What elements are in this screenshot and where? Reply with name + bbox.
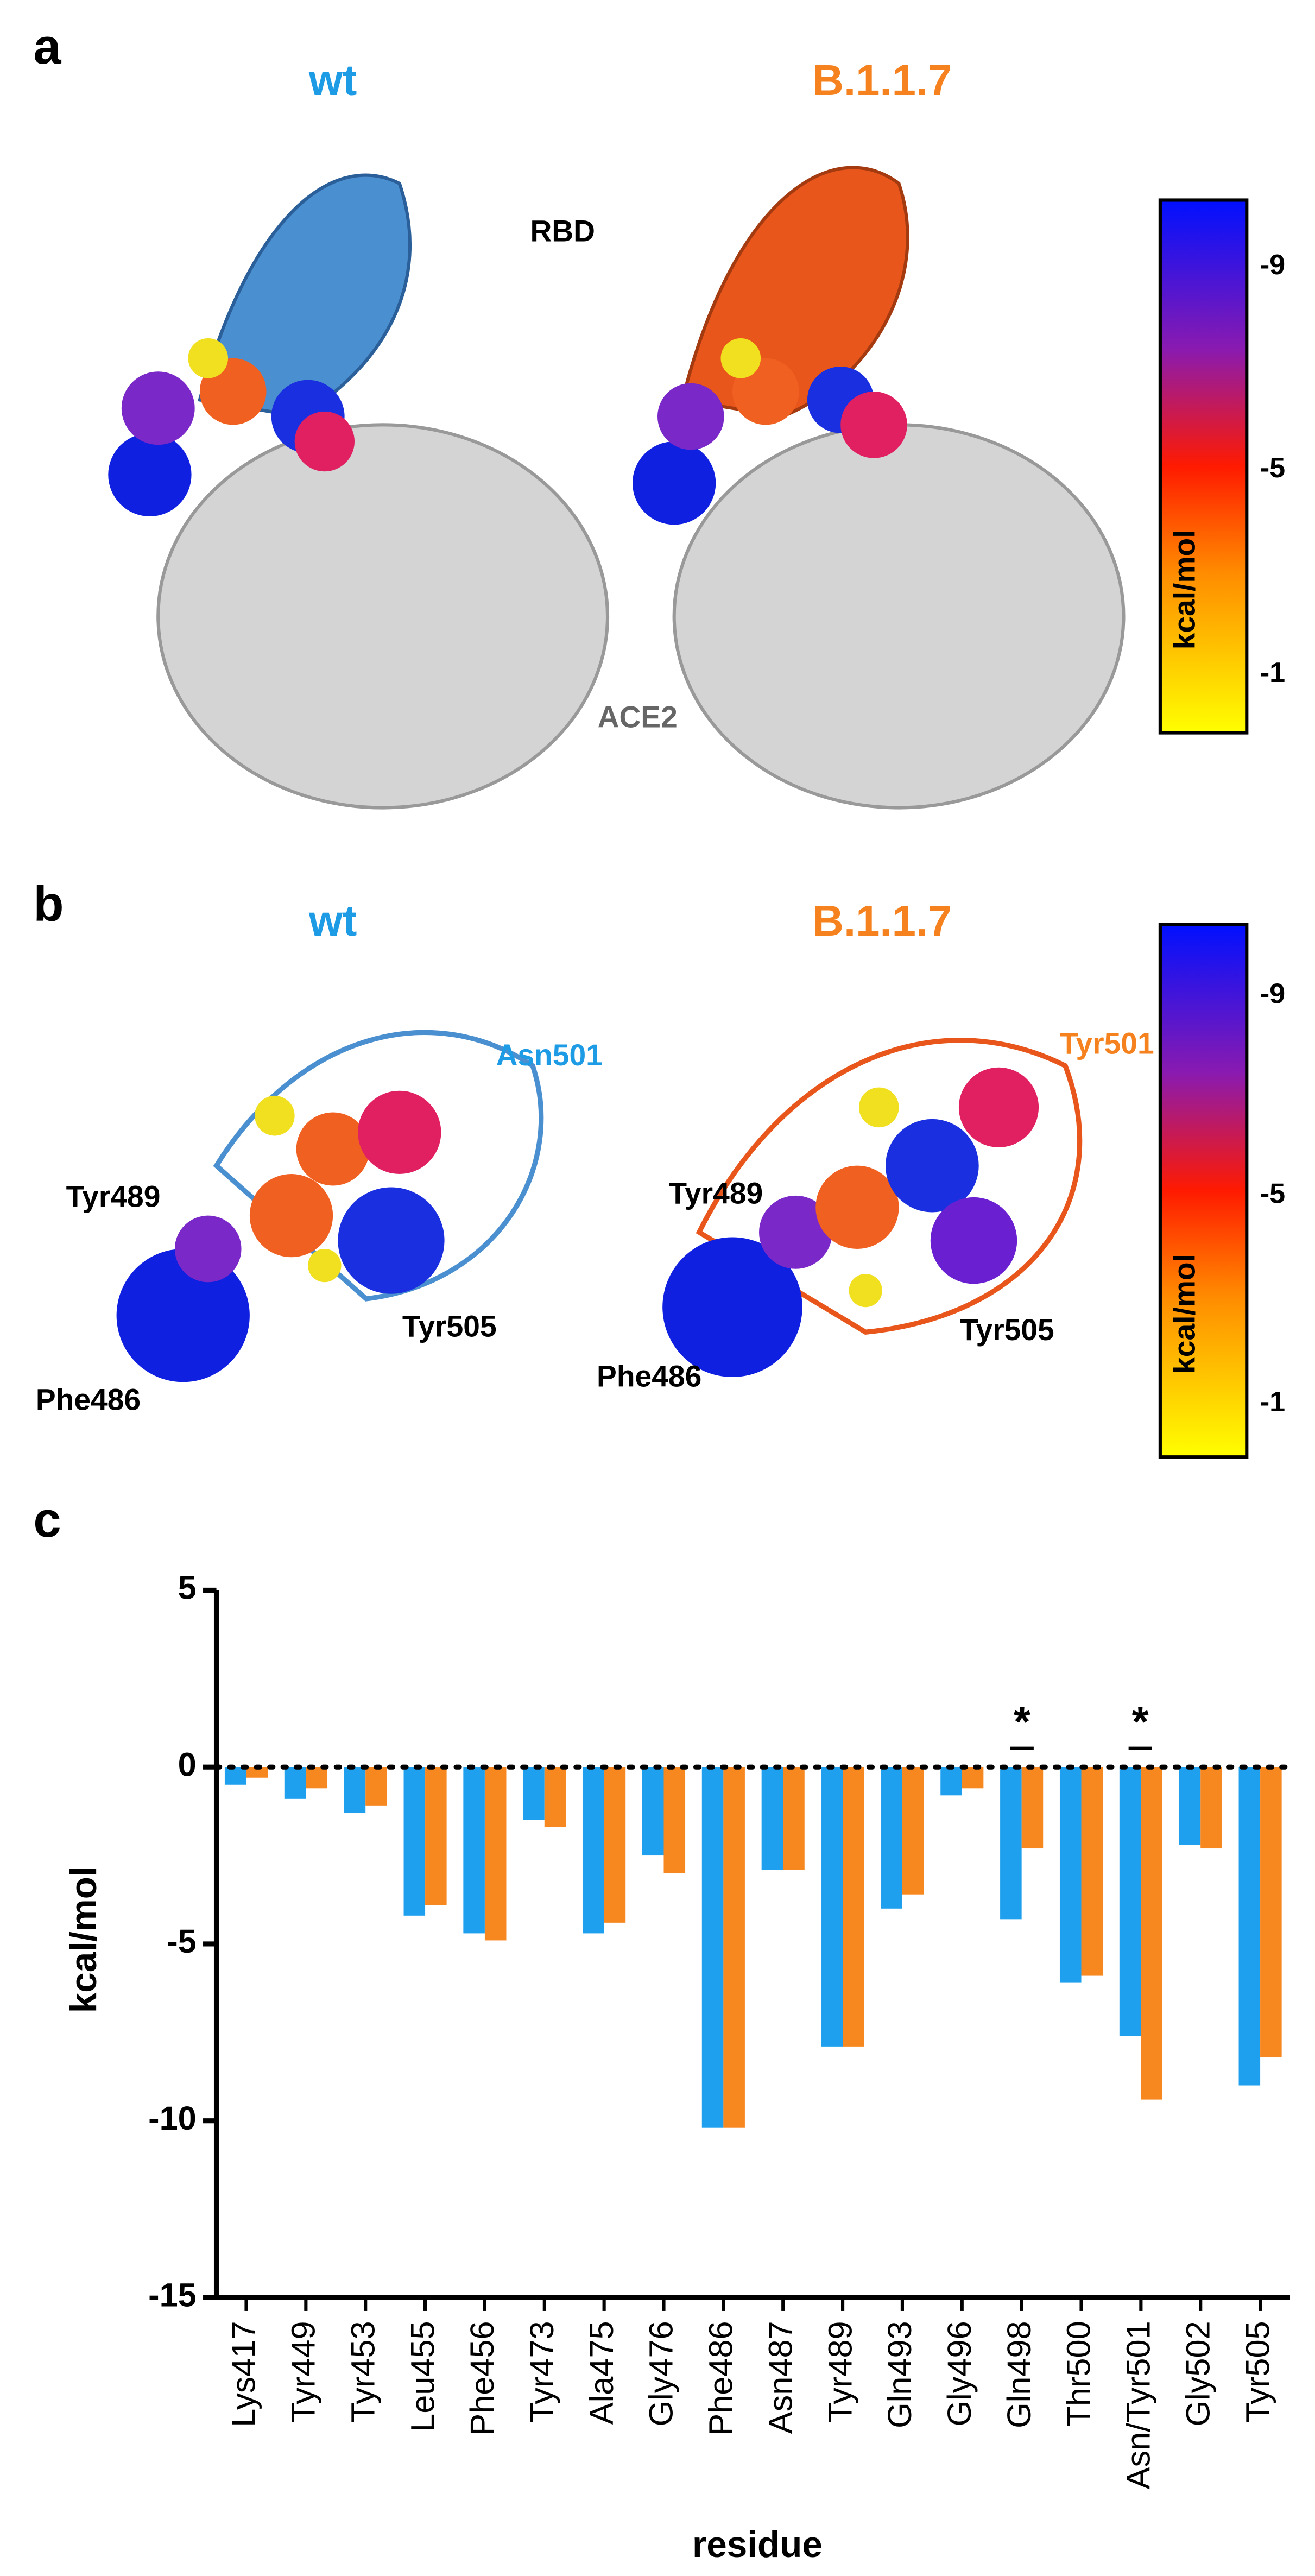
bar: [246, 1767, 268, 1778]
residue-label: Phe486: [597, 1360, 701, 1393]
x-tick-label: Gly502: [1179, 2321, 1216, 2426]
significance-mark: *: [1132, 1697, 1149, 1746]
bar: [284, 1767, 306, 1799]
bar: [1141, 1767, 1162, 2100]
bar: [306, 1767, 327, 1789]
bar: [642, 1767, 664, 1856]
x-axis-label: residue: [692, 2524, 823, 2565]
x-tick-label: Tyr453: [344, 2321, 381, 2422]
panel-title: B.1.1.7: [812, 56, 952, 104]
colorbar-tick: -1: [1260, 1386, 1285, 1418]
bar: [604, 1767, 626, 1923]
bar: [962, 1767, 984, 1789]
colorbar: [1158, 198, 1249, 735]
x-tick-label: Tyr473: [523, 2321, 560, 2422]
x-tick-label: Phe456: [463, 2321, 501, 2435]
bar: [1119, 1767, 1141, 2036]
x-tick-label: Gln493: [881, 2321, 918, 2428]
residue-label: Asn501: [496, 1038, 603, 1072]
bar: [463, 1767, 485, 1934]
x-tick-label: Lys417: [225, 2321, 262, 2427]
panel-letter: a: [33, 19, 61, 74]
y-tick-label: -5: [167, 1922, 197, 1960]
y-tick-label: -10: [148, 2099, 197, 2137]
colorbar-tick: -9: [1260, 249, 1285, 281]
bar: [723, 1767, 745, 2128]
bar: [1021, 1767, 1044, 1849]
residue-label: Tyr501: [1060, 1027, 1154, 1060]
residue-label: Tyr489: [668, 1176, 763, 1210]
bar: [403, 1767, 426, 1916]
bar: [1000, 1767, 1022, 1920]
bar: [544, 1767, 566, 1827]
x-tick-label: Asn/Tyr501: [1120, 2321, 1157, 2489]
x-tick-label: Gly496: [940, 2321, 978, 2426]
x-tick-label: Ala475: [583, 2321, 620, 2425]
structure-label: ACE2: [598, 700, 678, 734]
x-tick-label: Thr500: [1060, 2321, 1097, 2426]
bar: [1200, 1767, 1222, 1849]
x-tick-label: Tyr489: [821, 2321, 858, 2422]
residue-label: Phe486: [36, 1383, 141, 1417]
bar: [224, 1767, 246, 1785]
structure-label: RBD: [530, 214, 595, 248]
colorbar-tick: -9: [1260, 978, 1285, 1010]
colorbar: [1158, 923, 1249, 1459]
colorbar-tick: -1: [1260, 657, 1285, 689]
residue-label: Tyr505: [402, 1310, 497, 1343]
structure-art: [108, 166, 1126, 810]
bar: [821, 1767, 843, 2047]
bar: [1238, 1767, 1261, 2086]
plot: 5 0 -5 -10 -15 Lys417 Tyr449 Tyr453 Leu455 Phe456…: [148, 1569, 1293, 2489]
colorbar-tick: -5: [1260, 452, 1285, 484]
x-tick-label: Tyr505: [1238, 2321, 1276, 2422]
bar: [843, 1767, 864, 2047]
x-tick-label: Leu455: [403, 2321, 441, 2432]
residue-label: Tyr489: [66, 1180, 161, 1214]
y-tick-label: 0: [178, 1745, 197, 1783]
bar: [1179, 1767, 1201, 1845]
significance-mark: *: [1014, 1697, 1030, 1746]
colorbar-label: kcal/mol: [1168, 1254, 1202, 1374]
bar: [663, 1767, 686, 1873]
bar: [761, 1767, 783, 1870]
bar: [365, 1767, 387, 1806]
bar: [940, 1767, 962, 1796]
colorbar-label: kcal/mol: [1168, 529, 1202, 649]
y-axis-label: kcal/mol: [64, 1866, 104, 2013]
bar: [523, 1767, 545, 1820]
bar: [425, 1767, 447, 1905]
panel-letter: c: [33, 1492, 61, 1548]
y-tick-label: -15: [148, 2276, 197, 2314]
x-tick-label: Asn487: [761, 2321, 799, 2434]
panel-title: wt: [308, 56, 357, 104]
colorbar-tick: -5: [1260, 1178, 1285, 1210]
bar: [1260, 1767, 1282, 2057]
x-tick-label: Gln498: [1000, 2321, 1038, 2428]
x-tick-label: Gly476: [642, 2321, 680, 2426]
bar: [1081, 1767, 1103, 1976]
x-tick-label: Tyr449: [285, 2321, 322, 2422]
x-tick-label: Phe486: [702, 2321, 739, 2435]
bar: [902, 1767, 924, 1895]
bar: [1059, 1767, 1082, 1983]
panel-title: wt: [308, 896, 357, 945]
residue-label: Tyr505: [960, 1313, 1054, 1347]
bar: [881, 1767, 902, 1909]
bar: [484, 1767, 507, 1941]
y-tick-label: 5: [178, 1569, 197, 1606]
structure-art: [116, 1030, 1083, 1382]
bar: [583, 1767, 604, 1934]
panel-letter: b: [33, 876, 64, 932]
bar: [783, 1767, 805, 1870]
bar: [701, 1767, 724, 2128]
panel-title: B.1.1.7: [812, 896, 952, 945]
bar: [344, 1767, 366, 1813]
